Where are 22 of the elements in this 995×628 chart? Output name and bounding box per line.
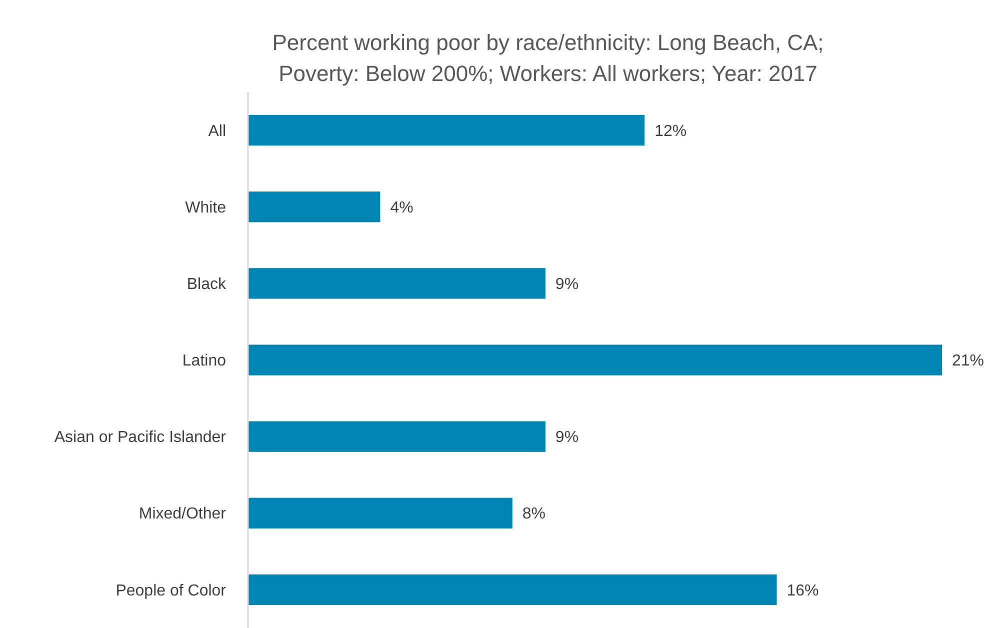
bar (248, 114, 645, 146)
data-label: 16% (786, 582, 819, 600)
data-label: 4% (390, 199, 414, 216)
bar (248, 344, 942, 376)
data-label: 9% (555, 276, 579, 294)
bar (248, 192, 380, 222)
chart-title: Percent working poor by race/ethnicity: Long Beach, CA; Poverty: Below 200%; Workers: All workers; Year: 2017 (272, 30, 824, 86)
data-label: 9% (555, 429, 579, 446)
bar (248, 268, 546, 299)
y-tick-label: Mixed/Other (138, 506, 227, 523)
y-tick-label: Black (186, 276, 227, 294)
bar (248, 421, 546, 452)
y-tick-label: Asian or Pacific Islander (54, 429, 227, 446)
data-label: 8% (522, 506, 546, 523)
y-tick-label: People of Color (116, 582, 227, 600)
bar (248, 574, 777, 606)
y-tick-label: White (185, 199, 226, 216)
data-label: 21% (952, 352, 984, 370)
data-label: 12% (654, 122, 687, 140)
y-tick-label: All (208, 122, 226, 140)
bar (248, 498, 512, 528)
y-tick-label: Latino (182, 352, 226, 370)
